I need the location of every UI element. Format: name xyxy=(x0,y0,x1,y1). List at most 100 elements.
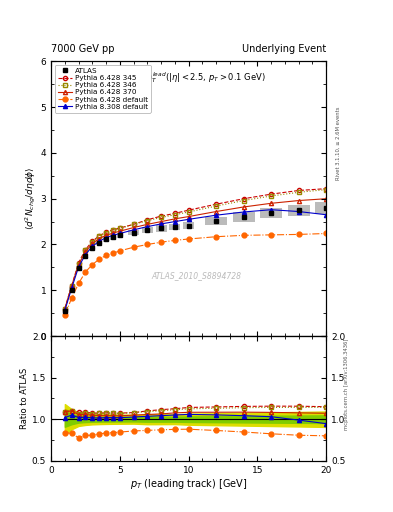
Pythia 8.308 default xyxy=(296,208,301,215)
Pythia 8.308 default xyxy=(241,209,246,215)
ATLAS xyxy=(62,308,67,314)
Pythia 6.428 370 xyxy=(104,232,108,239)
Pythia 8.308 default xyxy=(214,212,219,218)
Pythia 8.308 default xyxy=(76,264,81,270)
Pythia 6.428 346 xyxy=(131,221,136,227)
Pythia 6.428 346 xyxy=(159,215,163,221)
Pythia 6.428 default xyxy=(62,312,67,318)
Pythia 6.428 default xyxy=(97,256,102,262)
Pythia 6.428 346 xyxy=(90,239,95,245)
Pythia 8.308 default xyxy=(186,216,191,222)
ATLAS xyxy=(104,237,108,243)
Text: Underlying Event: Underlying Event xyxy=(242,44,326,54)
Bar xyxy=(97,240,102,245)
Y-axis label: Ratio to ATLAS: Ratio to ATLAS xyxy=(20,368,29,429)
Text: $\langle N_{ch}\rangle$ vs $p_T^{lead}$($|\eta| < 2.5$, $p_T > 0.1$ GeV): $\langle N_{ch}\rangle$ vs $p_T^{lead}$(… xyxy=(112,70,265,84)
Pythia 8.308 default xyxy=(145,224,150,230)
Pythia 8.308 default xyxy=(173,219,177,225)
Bar xyxy=(69,288,75,293)
Text: 7000 GeV pp: 7000 GeV pp xyxy=(51,44,115,54)
Pythia 8.308 default xyxy=(111,232,116,239)
Pythia 6.428 345 xyxy=(145,217,150,223)
Pythia 6.428 346 xyxy=(324,186,329,193)
Legend: ATLAS, Pythia 6.428 345, Pythia 6.428 346, Pythia 6.428 370, Pythia 6.428 defaul: ATLAS, Pythia 6.428 345, Pythia 6.428 34… xyxy=(55,65,151,113)
Pythia 6.428 370 xyxy=(111,230,116,236)
Bar xyxy=(83,253,88,259)
ATLAS xyxy=(131,229,136,236)
Pythia 6.428 default xyxy=(269,232,274,238)
ATLAS xyxy=(145,227,150,233)
Pythia 6.428 370 xyxy=(62,306,67,312)
Pythia 6.428 default xyxy=(159,239,163,245)
ATLAS xyxy=(324,205,329,211)
Pythia 6.428 346 xyxy=(97,233,102,239)
ATLAS xyxy=(111,234,116,240)
Bar xyxy=(260,208,282,219)
Y-axis label: $\langle d^2 N_{chg}/d\eta d\phi \rangle$: $\langle d^2 N_{chg}/d\eta d\phi \rangle… xyxy=(23,167,38,230)
Pythia 6.428 345 xyxy=(76,260,81,266)
Text: ATLAS_2010_S8894728: ATLAS_2010_S8894728 xyxy=(152,271,242,280)
Pythia 6.428 345 xyxy=(296,187,301,194)
Pythia 6.428 370 xyxy=(186,214,191,220)
Pythia 8.308 default xyxy=(324,211,329,218)
Pythia 6.428 default xyxy=(214,233,219,240)
Pythia 6.428 345 xyxy=(118,225,122,231)
ATLAS xyxy=(159,225,163,231)
Pythia 6.428 370 xyxy=(159,219,163,225)
Line: Pythia 6.428 346: Pythia 6.428 346 xyxy=(63,187,328,311)
Pythia 8.308 default xyxy=(131,227,136,233)
Pythia 6.428 default xyxy=(70,295,74,301)
Pythia 6.428 345 xyxy=(97,233,102,239)
Pythia 6.428 370 xyxy=(118,228,122,234)
Pythia 6.428 346 xyxy=(296,189,301,196)
Pythia 8.308 default xyxy=(97,238,102,244)
Pythia 6.428 346 xyxy=(214,203,219,209)
ATLAS xyxy=(269,210,274,217)
Pythia 8.308 default xyxy=(83,251,88,258)
Bar xyxy=(183,222,194,229)
Pythia 8.308 default xyxy=(118,230,122,237)
ATLAS xyxy=(214,218,219,224)
ATLAS xyxy=(241,214,246,220)
Pythia 8.308 default xyxy=(70,285,74,291)
Pythia 6.428 default xyxy=(241,232,246,239)
ATLAS xyxy=(83,253,88,260)
Pythia 6.428 346 xyxy=(118,225,122,231)
Pythia 6.428 370 xyxy=(214,208,219,215)
Pythia 6.428 default xyxy=(83,269,88,275)
Pythia 6.428 370 xyxy=(131,224,136,230)
Pythia 6.428 345 xyxy=(159,213,163,219)
Pythia 6.428 default xyxy=(76,280,81,286)
Pythia 6.428 370 xyxy=(83,249,88,255)
Pythia 6.428 default xyxy=(131,244,136,250)
Pythia 6.428 default xyxy=(324,230,329,237)
Bar xyxy=(90,245,95,250)
Bar xyxy=(76,266,81,271)
Pythia 6.428 345 xyxy=(241,196,246,202)
Pythia 6.428 346 xyxy=(104,229,108,236)
Text: mcplots.cern.ch [arXiv:1306.3436]: mcplots.cern.ch [arXiv:1306.3436] xyxy=(344,338,349,430)
Pythia 6.428 346 xyxy=(186,209,191,215)
Pythia 6.428 370 xyxy=(90,241,95,247)
Bar xyxy=(142,227,153,233)
ATLAS xyxy=(173,224,177,230)
Bar xyxy=(156,225,167,231)
Pythia 6.428 345 xyxy=(186,207,191,213)
Pythia 6.428 default xyxy=(186,236,191,242)
Line: Pythia 8.308 default: Pythia 8.308 default xyxy=(63,208,328,312)
Pythia 6.428 346 xyxy=(76,261,81,267)
Pythia 6.428 default xyxy=(173,237,177,243)
Pythia 6.428 345 xyxy=(173,210,177,217)
Text: Rivet 3.1.10, ≥ 2.6M events: Rivet 3.1.10, ≥ 2.6M events xyxy=(336,106,341,180)
Pythia 6.428 345 xyxy=(90,238,95,244)
Pythia 6.428 345 xyxy=(111,227,116,233)
X-axis label: $p_T$ (leading track) [GeV]: $p_T$ (leading track) [GeV] xyxy=(130,477,247,492)
Bar xyxy=(205,217,227,225)
Pythia 6.428 370 xyxy=(296,198,301,204)
Bar xyxy=(288,205,310,216)
Pythia 6.428 default xyxy=(90,262,95,268)
Pythia 8.308 default xyxy=(62,307,67,313)
Bar xyxy=(64,309,66,313)
Pythia 6.428 345 xyxy=(214,201,219,207)
Line: Pythia 6.428 370: Pythia 6.428 370 xyxy=(63,197,328,311)
